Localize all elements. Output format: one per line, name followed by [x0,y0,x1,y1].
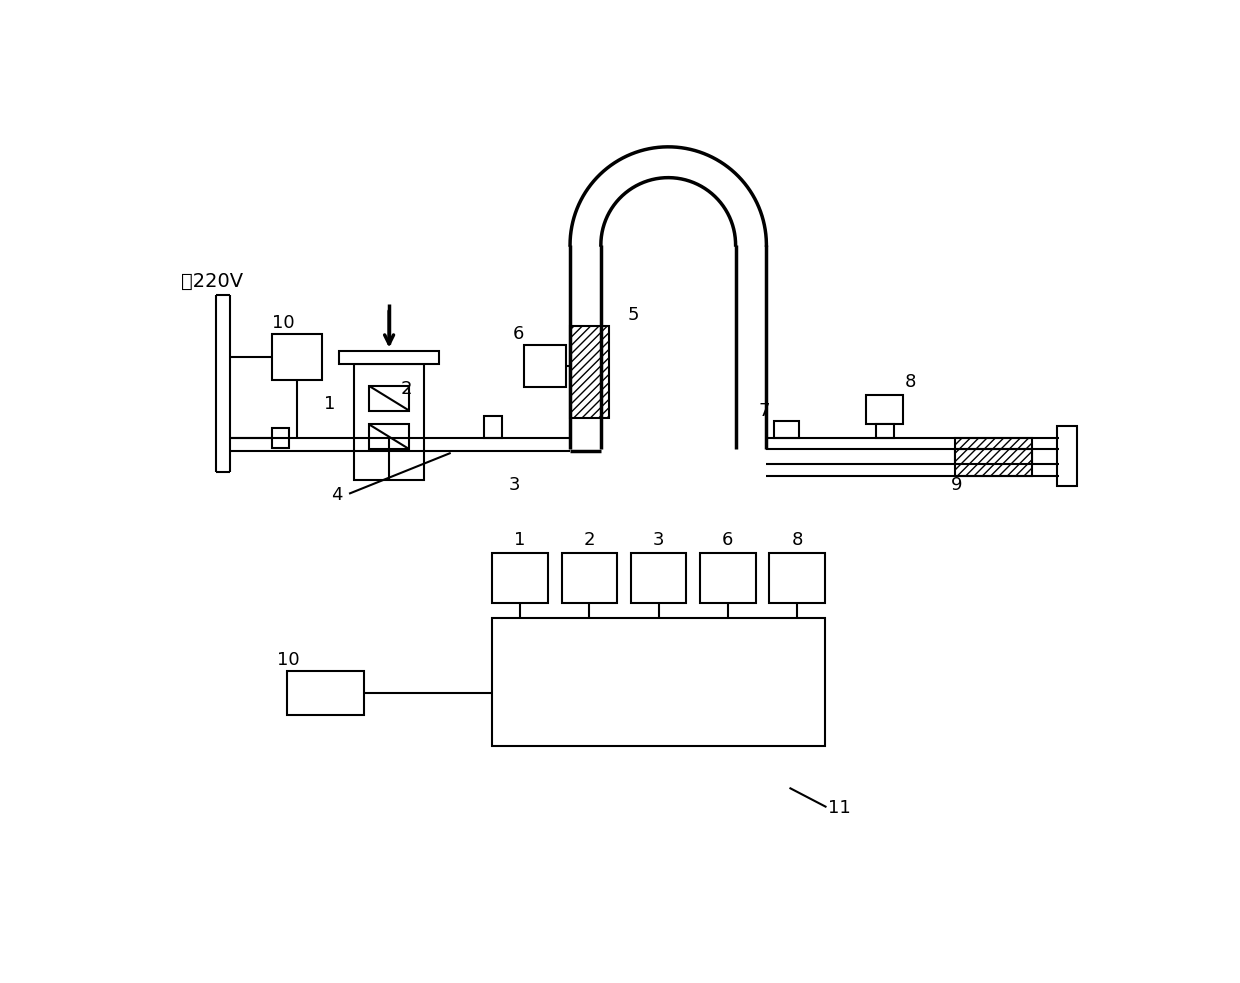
Bar [339,351,439,365]
Text: 10: 10 [278,651,300,668]
Text: 9: 9 [951,476,962,494]
Text: 10: 10 [272,314,295,332]
Bar [288,670,365,716]
Text: 接220V: 接220V [181,272,243,291]
Bar [492,618,825,745]
Bar [955,449,1032,476]
Text: 6: 6 [722,531,734,549]
Bar [955,437,1032,464]
Text: 2: 2 [401,379,412,398]
Bar [774,421,799,437]
Text: 1: 1 [324,395,335,413]
Text: 1: 1 [515,531,526,549]
Text: 3: 3 [652,531,665,549]
Bar [631,553,686,603]
Text: 11: 11 [828,799,851,818]
Bar [492,553,548,603]
Bar [1058,426,1076,486]
Bar [875,425,894,437]
Bar [701,553,755,603]
Bar [355,365,424,480]
Text: 7: 7 [759,402,770,420]
Bar [570,325,609,418]
Text: 4: 4 [331,486,342,504]
Bar [370,386,409,411]
Bar [867,395,904,425]
Bar [272,333,322,379]
Text: 3: 3 [508,476,520,494]
Text: 6: 6 [512,324,523,343]
Text: 8: 8 [905,374,916,391]
Bar [770,553,825,603]
Text: 2: 2 [584,531,595,549]
Text: 8: 8 [791,531,802,549]
Bar [272,428,289,447]
Bar [370,425,409,449]
Bar [523,345,567,387]
Text: 5: 5 [627,307,640,324]
Bar [562,553,618,603]
Bar [484,416,502,437]
